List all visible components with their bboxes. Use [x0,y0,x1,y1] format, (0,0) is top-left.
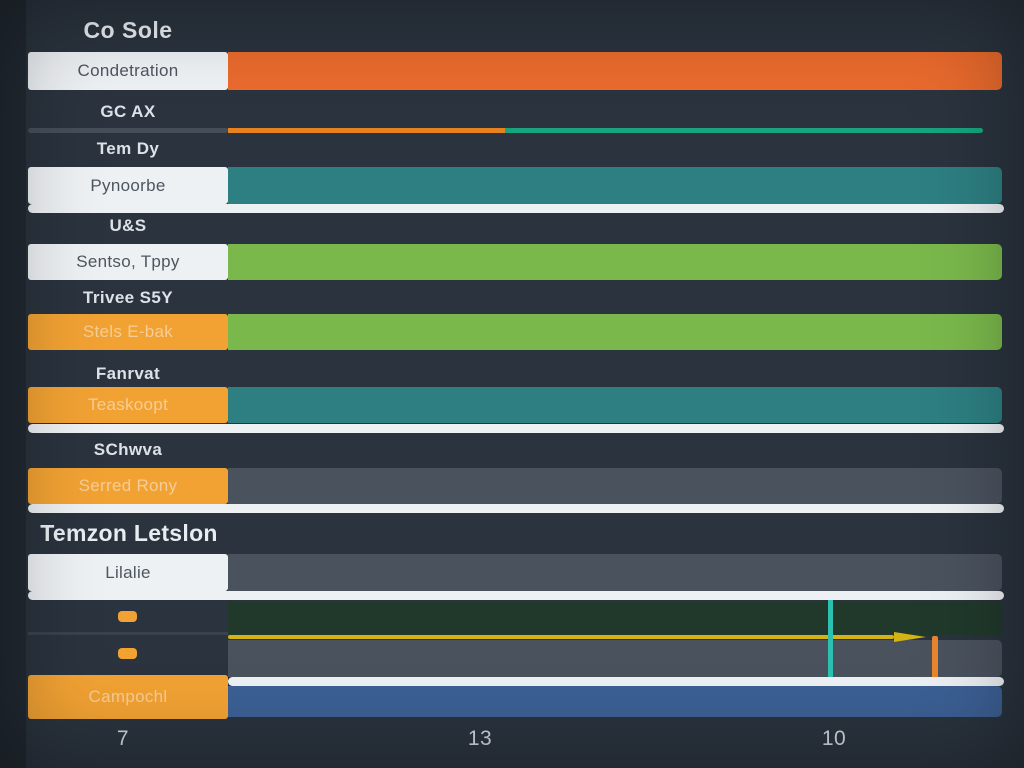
bar-sentso [228,244,1002,280]
x-tick-7: 7 [116,727,130,750]
bar-pynoorbe [228,167,1002,204]
row-button-sentso[interactable]: Sentso, Tppy [28,244,228,280]
bar-campochl [228,686,1002,717]
thin-line-emerald-segment [505,128,983,133]
heading-gc-ax: GC AX [100,102,156,121]
left-edge-shade [0,0,26,768]
bar-stels [228,314,1002,350]
orange-dash-marker [118,611,137,622]
white-separator-bar [28,504,1004,513]
heading-tem-dy: Tem Dy [96,139,160,158]
orange-marker-vline [932,636,938,681]
chart-title: Co Sole [83,17,173,43]
bar-serred-rony [228,468,1002,504]
orange-dash-marker [118,648,137,659]
yellow-arrow-head [894,632,926,642]
left-divider-line [28,632,228,635]
bar-teaskoopt [228,387,1002,423]
row-button-teaskoopt[interactable]: Teaskoopt [28,387,228,423]
heading-schwva: SChwva [93,440,163,459]
bar-annotated-gray [228,640,1002,677]
bar-condetration [228,52,1002,90]
yellow-arrow-line [228,635,894,639]
row-button-serred-rony[interactable]: Serred Rony [28,468,228,504]
row-button-pynoorbe[interactable]: Pynoorbe [28,167,228,204]
heading-trivee: Trivee S5Y [82,288,173,307]
row-button-lilalie[interactable]: Lilalie [28,554,228,591]
white-separator-bar [28,591,1004,600]
thin-line-orange-segment [228,128,505,133]
white-separator-bar [28,204,1004,213]
row-button-condetration[interactable]: Condetration [28,52,228,90]
x-tick-10: 10 [821,727,847,750]
white-separator-bar [28,424,1004,433]
section-heading-temzon-letslon: Temzon Letslon [40,520,218,546]
x-tick-13: 13 [467,727,493,750]
row-button-stels[interactable]: Stels E-bak [28,314,228,350]
row-button-campochl[interactable]: Campochl [28,675,228,719]
white-separator-bar [228,677,1004,686]
thin-line-gray-segment [28,128,228,133]
heading-us: U&S [109,216,147,235]
heading-fanrvat: Fanrvat [95,364,161,383]
teal-marker-vline [828,593,833,681]
dark-green-band [228,601,1002,635]
bar-lilalie [228,554,1002,591]
